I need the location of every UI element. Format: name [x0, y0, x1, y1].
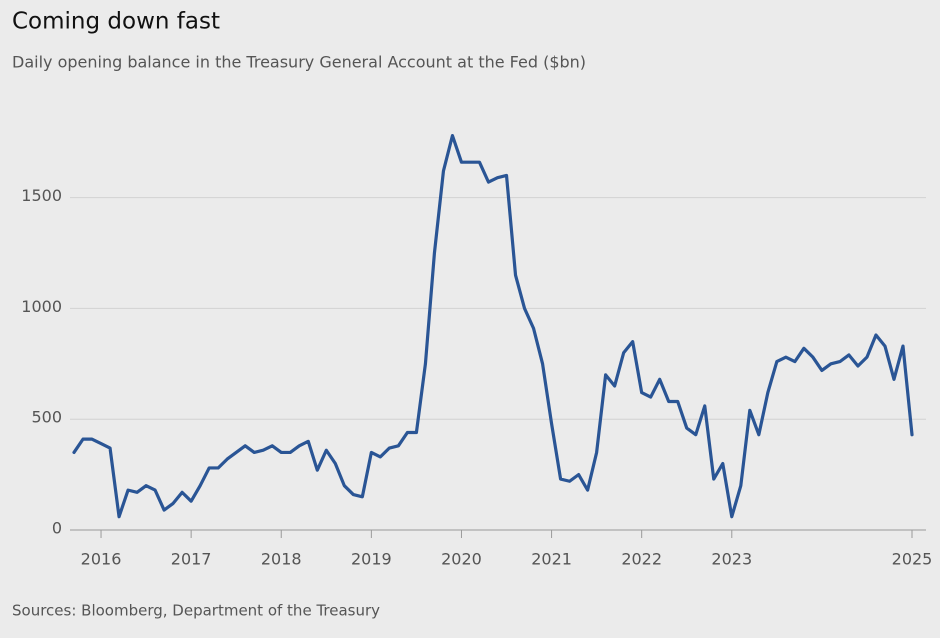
- x-tick-label: 2023: [711, 550, 752, 569]
- x-tick-label: 2019: [351, 550, 392, 569]
- y-tick-label: 1500: [21, 186, 62, 205]
- x-tick-label: 2017: [171, 550, 212, 569]
- x-tick-label: 2025: [892, 550, 933, 569]
- x-tick-label: 2021: [531, 550, 572, 569]
- chart-title: Coming down fast: [12, 9, 220, 35]
- x-tick-label: 2016: [81, 550, 122, 569]
- x-tick-label: 2022: [621, 550, 662, 569]
- chart-subtitle: Daily opening balance in the Treasury Ge…: [12, 53, 586, 72]
- y-tick-label: 0: [52, 519, 62, 538]
- y-tick-label: 500: [31, 408, 62, 427]
- source-note: Sources: Bloomberg, Department of the Tr…: [12, 602, 380, 620]
- x-tick-label: 2020: [441, 550, 482, 569]
- y-tick-label: 1000: [21, 297, 62, 316]
- x-tick-label: 2018: [261, 550, 302, 569]
- data-line: [72, 133, 914, 519]
